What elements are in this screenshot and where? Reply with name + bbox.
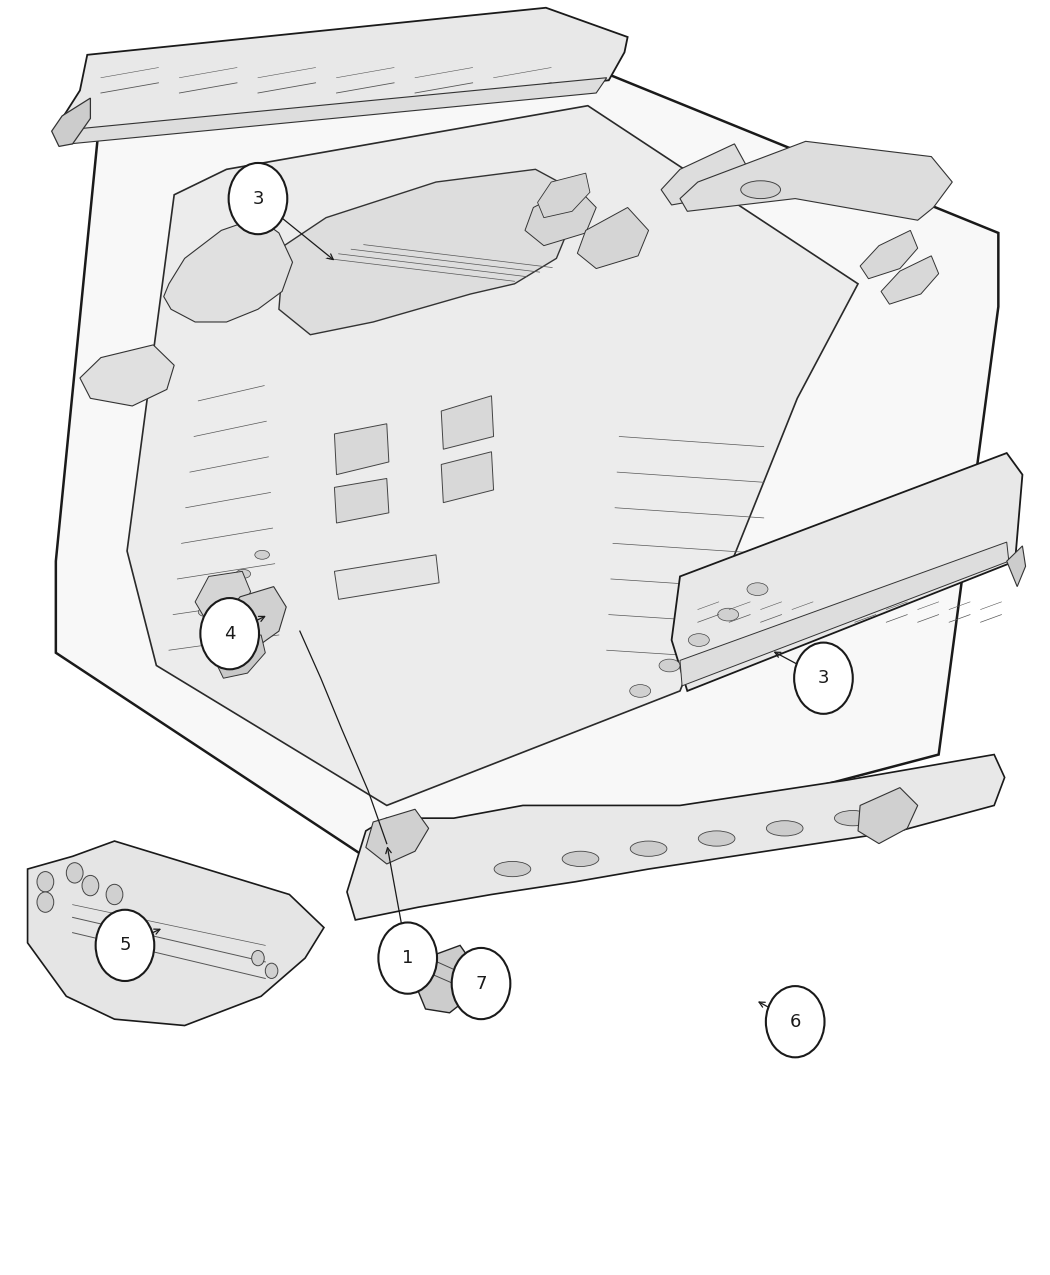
Ellipse shape: [630, 842, 667, 857]
Ellipse shape: [835, 811, 871, 826]
Circle shape: [66, 863, 83, 884]
Polygon shape: [1007, 546, 1026, 587]
Circle shape: [378, 923, 437, 993]
Polygon shape: [164, 218, 293, 323]
Polygon shape: [538, 173, 590, 218]
Polygon shape: [80, 346, 174, 405]
Ellipse shape: [718, 608, 738, 621]
Polygon shape: [69, 78, 607, 144]
Polygon shape: [334, 555, 439, 599]
Polygon shape: [415, 945, 478, 1012]
Ellipse shape: [659, 659, 680, 672]
Circle shape: [452, 947, 510, 1019]
Text: 3: 3: [818, 669, 830, 687]
Polygon shape: [62, 8, 628, 135]
Polygon shape: [365, 810, 428, 864]
Text: 1: 1: [402, 949, 414, 968]
Circle shape: [794, 643, 853, 714]
Polygon shape: [662, 144, 747, 205]
Circle shape: [266, 963, 278, 978]
Polygon shape: [334, 423, 388, 474]
Ellipse shape: [255, 551, 270, 560]
Ellipse shape: [236, 570, 251, 579]
Polygon shape: [672, 453, 1023, 691]
Polygon shape: [441, 395, 494, 449]
Text: 5: 5: [120, 936, 130, 955]
Text: 3: 3: [252, 190, 264, 208]
Circle shape: [37, 892, 54, 913]
Ellipse shape: [766, 821, 803, 836]
Polygon shape: [279, 170, 583, 335]
Ellipse shape: [740, 181, 780, 199]
Ellipse shape: [747, 583, 768, 595]
Ellipse shape: [495, 862, 530, 877]
Polygon shape: [525, 186, 596, 246]
Polygon shape: [227, 586, 287, 644]
Polygon shape: [441, 451, 494, 502]
Circle shape: [252, 950, 265, 965]
Ellipse shape: [198, 608, 213, 617]
Circle shape: [201, 598, 259, 669]
Ellipse shape: [217, 589, 232, 598]
Ellipse shape: [698, 831, 735, 847]
Polygon shape: [578, 208, 649, 269]
Polygon shape: [195, 571, 251, 620]
Polygon shape: [51, 98, 90, 147]
Circle shape: [229, 163, 288, 235]
Ellipse shape: [562, 852, 598, 867]
Text: 6: 6: [790, 1012, 801, 1030]
Polygon shape: [56, 40, 999, 892]
Polygon shape: [881, 256, 939, 305]
Polygon shape: [346, 755, 1005, 921]
Polygon shape: [216, 635, 266, 678]
Circle shape: [106, 885, 123, 905]
Circle shape: [765, 986, 824, 1057]
Circle shape: [37, 872, 54, 892]
Polygon shape: [127, 106, 858, 806]
Ellipse shape: [630, 685, 651, 697]
Polygon shape: [334, 478, 388, 523]
Polygon shape: [680, 542, 1009, 686]
Circle shape: [82, 876, 99, 896]
Polygon shape: [680, 142, 952, 221]
Polygon shape: [860, 231, 918, 279]
Text: 7: 7: [476, 974, 487, 992]
Polygon shape: [858, 788, 918, 844]
Polygon shape: [27, 842, 324, 1025]
Ellipse shape: [689, 634, 710, 646]
Circle shape: [96, 910, 154, 980]
Text: 4: 4: [224, 625, 235, 643]
